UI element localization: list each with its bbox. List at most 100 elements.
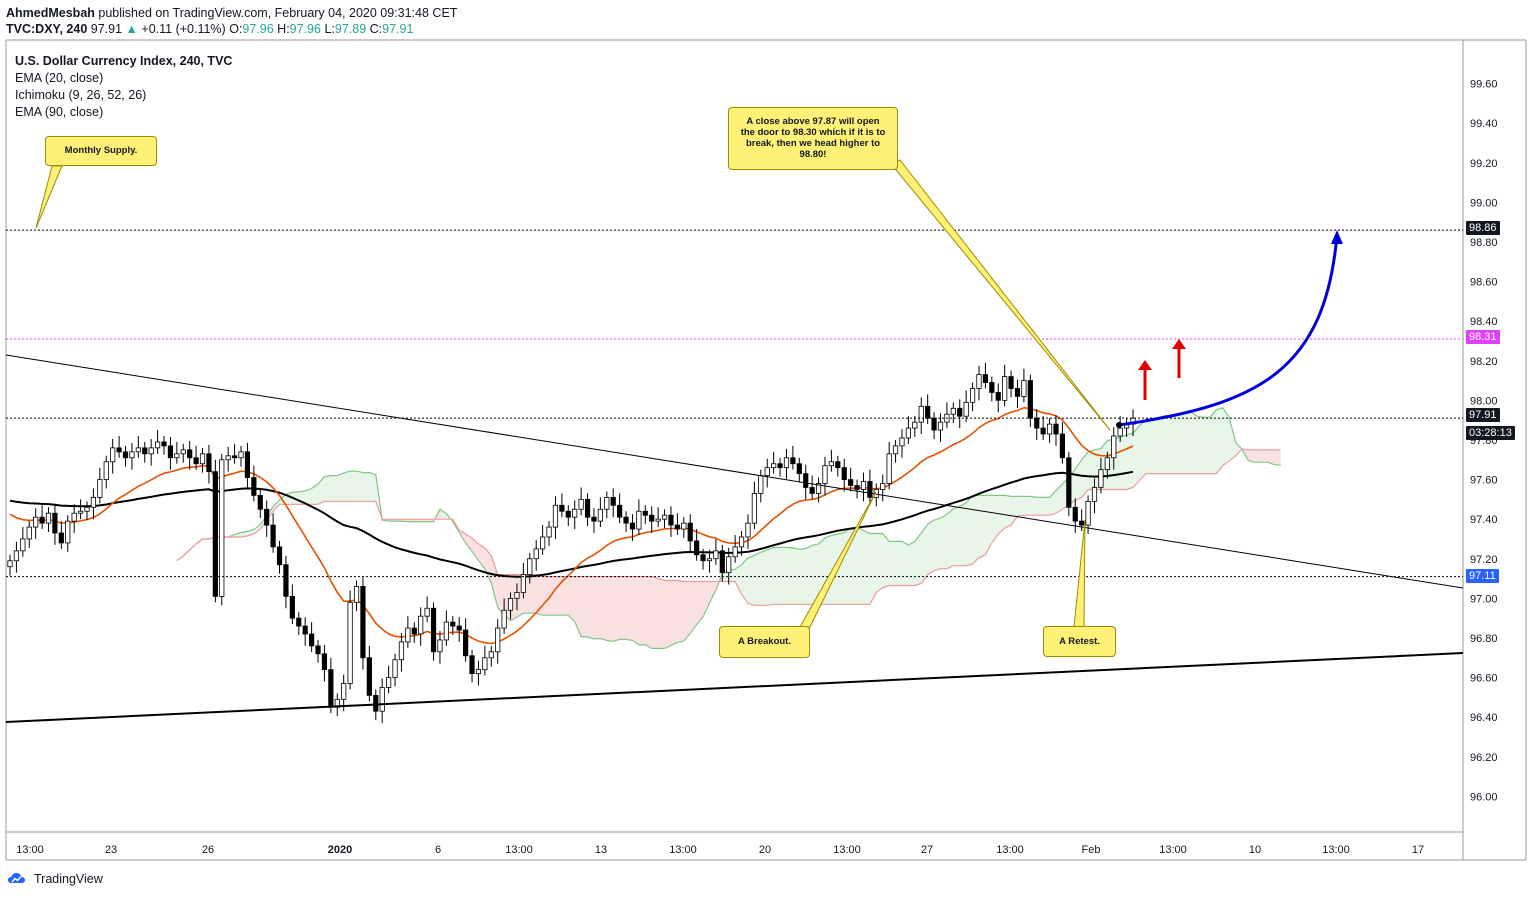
candle-body	[77, 510, 84, 514]
kumo-segment	[350, 471, 357, 502]
candle-body	[661, 514, 668, 520]
kumo-segment	[568, 576, 575, 622]
forecast-text: A close above 97.87 will open the door t…	[740, 116, 886, 160]
y-tick-label: 96.40	[1470, 712, 1498, 724]
candle-body	[848, 479, 854, 486]
candle-body	[642, 510, 648, 516]
kumo-segment	[703, 581, 710, 617]
kumo-segment	[1126, 433, 1133, 490]
candle-body	[841, 467, 847, 480]
kumo-segment	[1139, 419, 1146, 481]
kumo-segment	[895, 541, 902, 586]
candle-body	[1027, 380, 1033, 419]
kumo-segment	[472, 537, 479, 561]
ohlc-line: TVC:DXY, 240 97.91 ▲ +0.11 (+0.11%) O:97…	[6, 22, 413, 36]
candle-body	[129, 451, 135, 459]
series-title[interactable]: U.S. Dollar Currency Index, 240, TVC	[15, 54, 233, 68]
kumo-segment	[1043, 497, 1050, 516]
kumo-segment	[574, 576, 582, 637]
candle-body	[161, 441, 167, 447]
candle-body	[488, 651, 494, 659]
candle-body	[142, 447, 148, 455]
candle-body	[597, 508, 603, 522]
kumo-segment	[760, 549, 768, 606]
candle-body	[315, 645, 321, 655]
kumo-segment	[696, 581, 704, 625]
candle-body	[206, 453, 212, 473]
last-value: 97.91	[90, 22, 123, 36]
kumo-segment	[741, 557, 748, 604]
kumo-segment	[1120, 435, 1127, 490]
kumo-segment	[311, 484, 319, 505]
kumo-segment	[876, 533, 883, 593]
candle-body	[71, 512, 77, 522]
legend-ema90[interactable]: EMA (90, close)	[15, 105, 104, 119]
candle-body	[584, 498, 591, 518]
candle-body	[540, 536, 546, 550]
kumo-segment	[908, 541, 915, 586]
candle-body	[321, 653, 328, 671]
kumo-segment	[330, 475, 338, 502]
candle-body	[668, 514, 674, 526]
kumo-segment	[318, 476, 325, 505]
kumo-segment	[491, 555, 498, 608]
kumo-segment	[658, 578, 665, 649]
candle-body	[572, 508, 578, 518]
candle-body	[167, 445, 174, 459]
candle-body	[937, 421, 944, 431]
author-name[interactable]: AhmedMesbah	[6, 6, 95, 20]
candle-body	[231, 455, 238, 459]
candle-body	[771, 463, 777, 469]
y-tick-label: 97.00	[1470, 593, 1498, 605]
price-tag-97-11: 97.11	[1466, 569, 1499, 583]
candle-body	[860, 481, 867, 490]
retest-callout[interactable]: A Retest.	[1043, 626, 1116, 657]
candle-body	[886, 453, 892, 484]
candle-body	[90, 496, 97, 508]
candle-body	[347, 601, 353, 684]
kumo-segment	[1222, 407, 1230, 466]
x-tick-label: 10	[1249, 844, 1261, 856]
candle-body	[270, 524, 276, 548]
footer-brand: TradingView	[34, 872, 103, 886]
candle-body	[636, 510, 642, 530]
candle-body	[58, 532, 64, 544]
candle-body	[264, 508, 270, 526]
kumo-segment	[1158, 415, 1166, 474]
candle-body	[52, 512, 58, 534]
kumo-segment	[991, 495, 999, 543]
kumo-segment	[638, 576, 646, 645]
kumo-segment	[953, 506, 960, 566]
candle-body	[687, 522, 693, 542]
kumo-segment	[234, 532, 242, 537]
candle-body	[84, 506, 90, 512]
x-tick-label: 13:00	[16, 844, 44, 856]
retest-text: A Retest.	[1059, 636, 1100, 647]
breakout-callout[interactable]: A Breakout.	[719, 626, 810, 658]
candle-body	[225, 455, 231, 461]
kumo-segment	[1017, 496, 1024, 517]
candle-body	[803, 473, 809, 488]
candle-body	[199, 453, 206, 465]
forecast-callout[interactable]: A close above 97.87 will open the door t…	[728, 107, 898, 170]
tradingview-footer[interactable]: TradingView	[8, 872, 103, 886]
kumo-segment	[1274, 449, 1281, 466]
x-tick-label: 13:00	[669, 844, 697, 856]
kumo-segment	[1248, 449, 1255, 463]
bar-countdown: 03:28:13	[1466, 426, 1515, 440]
candle-body	[1008, 376, 1014, 389]
legend-ichimoku[interactable]: Ichimoku (9, 26, 52, 26)	[15, 88, 147, 102]
legend-ema20[interactable]: EMA (20, close)	[15, 71, 104, 85]
low-value: 97.89	[334, 22, 367, 36]
monthly-supply-callout[interactable]: Monthly Supply.	[45, 136, 157, 166]
x-tick-label: 13:00	[1322, 844, 1350, 856]
kumo-segment	[901, 541, 909, 586]
symbol-label: TVC:DXY, 240	[6, 22, 88, 36]
kumo-segment	[863, 530, 870, 605]
kumo-segment	[1216, 407, 1223, 474]
candle-body	[912, 421, 918, 429]
candle-body	[174, 453, 180, 459]
kumo-segment	[1177, 412, 1185, 474]
y-tick-label: 96.00	[1470, 791, 1498, 803]
